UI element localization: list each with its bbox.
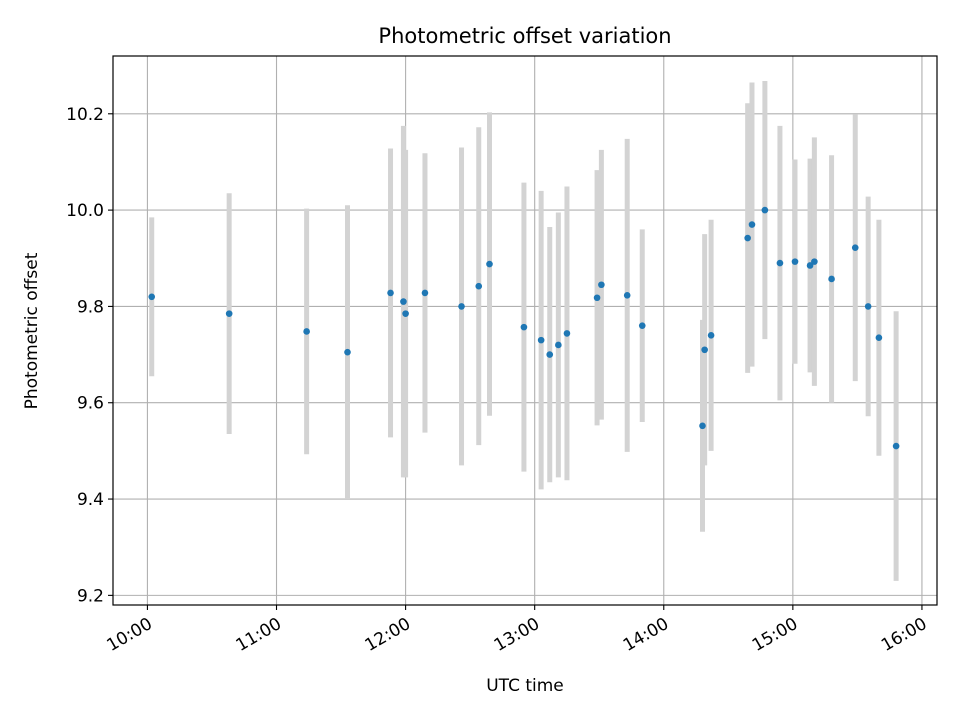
x-axis-label: UTC time xyxy=(486,676,564,696)
data-point xyxy=(638,322,646,329)
data-point xyxy=(851,244,859,251)
data-point xyxy=(475,282,483,290)
y-axis-label: Photometric offset xyxy=(22,252,42,409)
data-point xyxy=(555,341,562,349)
data-point xyxy=(546,351,554,358)
y-tick-label: 9.2 xyxy=(77,586,104,606)
point-layer xyxy=(148,206,900,450)
data-point xyxy=(148,293,156,301)
data-point xyxy=(811,258,818,265)
data-point xyxy=(400,298,407,305)
y-tick-label: 9.8 xyxy=(77,297,104,317)
data-point xyxy=(744,234,751,242)
data-point xyxy=(806,262,814,269)
data-point xyxy=(875,334,883,342)
data-point xyxy=(791,258,799,265)
y-tick-label: 9.6 xyxy=(77,394,104,414)
data-point xyxy=(598,281,605,289)
data-point xyxy=(486,260,493,268)
y-tick-label: 10.0 xyxy=(66,201,104,221)
y-axis-ticks: 9.2 9.4 9.6 9.8 10.0 10.2 xyxy=(66,105,113,606)
data-point xyxy=(699,422,706,430)
data-point xyxy=(402,310,409,317)
data-point xyxy=(701,346,708,354)
data-point xyxy=(776,259,784,267)
data-point xyxy=(748,221,756,228)
y-tick-label: 9.4 xyxy=(77,490,104,510)
data-point xyxy=(387,289,394,297)
data-point xyxy=(458,303,465,310)
data-point xyxy=(520,323,528,331)
data-point xyxy=(707,332,715,339)
data-point xyxy=(761,206,769,214)
data-point xyxy=(623,292,631,299)
data-point xyxy=(344,348,351,356)
data-point xyxy=(537,336,545,344)
y-tick-label: 10.2 xyxy=(66,105,104,125)
data-point xyxy=(225,310,233,317)
data-point xyxy=(303,328,310,335)
data-point xyxy=(563,330,571,337)
data-point xyxy=(864,303,872,310)
data-point xyxy=(892,442,900,450)
plot-frame xyxy=(112,55,938,606)
data-point xyxy=(593,294,601,302)
data-point xyxy=(828,275,835,283)
chart-title: Photometric offset variation xyxy=(378,24,671,48)
data-point xyxy=(421,289,429,297)
